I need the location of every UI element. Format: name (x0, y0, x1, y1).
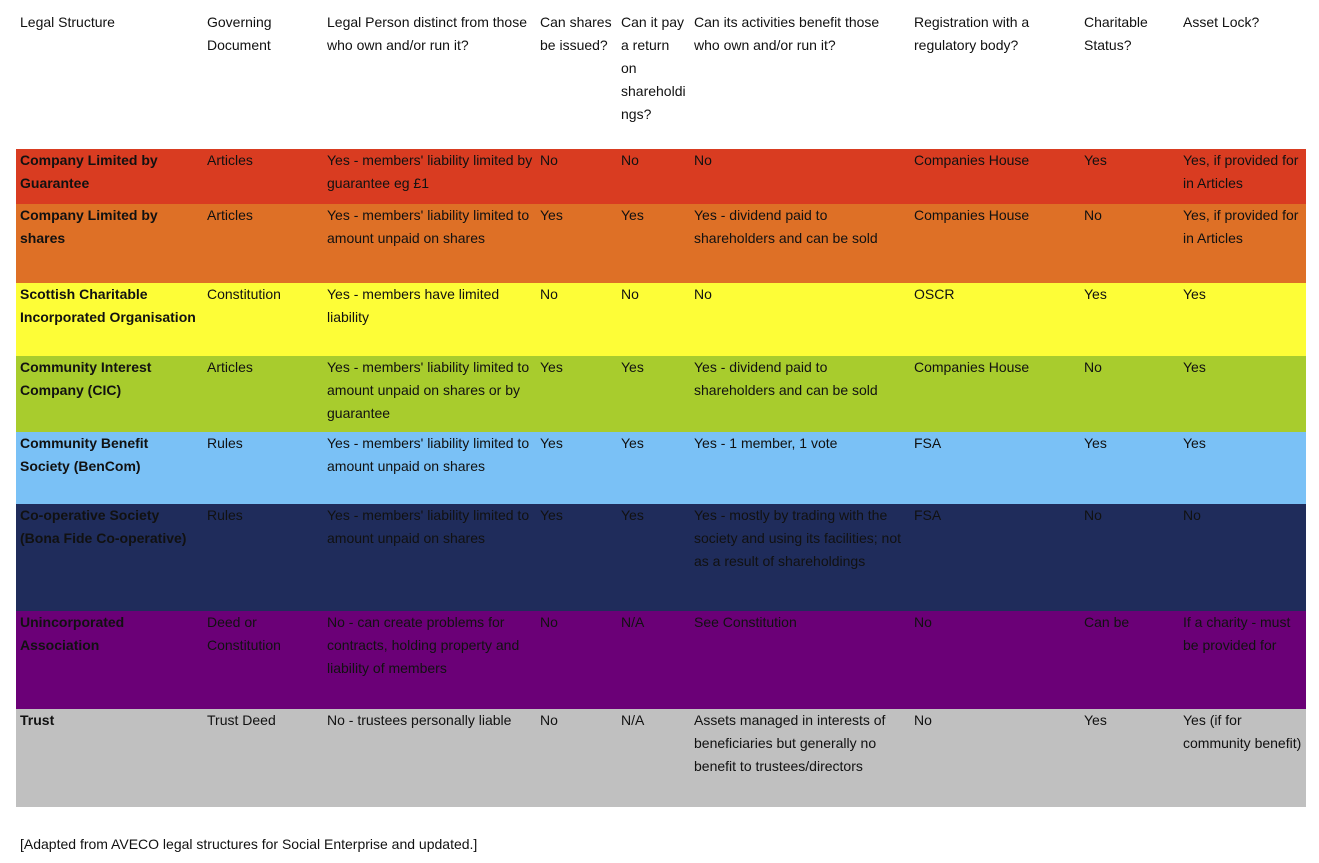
table-row: Co-operative Society (Bona Fide Co-opera… (16, 504, 1306, 611)
table-cell: Yes (621, 359, 644, 375)
table-cell: Trust Deed (207, 712, 276, 728)
table-cell: Yes - members' liability limited by guar… (327, 152, 533, 191)
table-cell: Articles (207, 207, 253, 223)
table-cell: Yes - members have limited liability (327, 286, 500, 325)
table-cell: Yes (1084, 152, 1107, 168)
table-body: Company Limited by Guarantee Articles Yes … (16, 149, 1306, 807)
table-cell: Yes (540, 359, 563, 375)
column-header: Can shares be issued? (540, 14, 612, 53)
table-cell: Yes (1084, 712, 1107, 728)
table-cell: Companies House (914, 152, 1030, 168)
table-cell: Yes (1183, 435, 1206, 451)
table-cell: N/A (621, 712, 645, 728)
column-header: Governing Document (207, 14, 272, 53)
table-cell: No - trustees personally liable (327, 712, 512, 728)
table-cell: Yes (1084, 435, 1107, 451)
header-row: Legal Structure Governing Document Legal P… (16, 0, 1306, 149)
table-cell: Yes (if for community benefit) (1183, 712, 1302, 751)
table-cell: No (1084, 207, 1102, 223)
table-cell: No (914, 712, 932, 728)
table-cell: Yes - members' liability limited to amou… (327, 359, 530, 421)
structure-name: Community Interest Company (CIC) (20, 359, 152, 398)
structure-name: Company Limited by shares (20, 207, 158, 246)
table-cell: Rules (207, 507, 243, 523)
table-cell: FSA (914, 507, 942, 523)
table-cell: No (694, 286, 712, 302)
table-cell: Yes - mostly by trading with the society… (694, 507, 901, 569)
table-cell: Yes - dividend paid to shareholders and … (694, 207, 878, 246)
structure-name: Trust (20, 712, 55, 728)
table-cell: No (1084, 507, 1102, 523)
table-cell: Companies House (914, 359, 1030, 375)
table-cell: Yes - 1 member, 1 vote (694, 435, 838, 451)
table-cell: Yes (540, 435, 563, 451)
column-header: Charitable Status? (1084, 14, 1148, 53)
table-cell: No (621, 286, 639, 302)
table-cell: Yes - members' liability limited to amou… (327, 435, 530, 474)
table-cell: FSA (914, 435, 942, 451)
table-cell: Yes (1084, 286, 1107, 302)
table-cell: Yes - members' liability limited to amou… (327, 207, 530, 246)
column-header: Legal Structure (20, 14, 115, 30)
table-row: Scottish Charitable Incorporated Organis… (16, 283, 1306, 356)
table-cell: No (540, 152, 558, 168)
table-cell: No (540, 712, 558, 728)
column-header: Legal Person distinct from those who own… (327, 14, 527, 53)
table-cell: OSCR (914, 286, 955, 302)
table-cell: Yes (540, 207, 563, 223)
table-row: Trust Trust Deed No - trustees personally … (16, 709, 1306, 807)
table-header: Legal Structure Governing Document Legal P… (16, 0, 1306, 149)
column-header: Registration with a regulatory body? (914, 14, 1030, 53)
footnote: [Adapted from AVECO legal structures for… (20, 836, 478, 852)
structure-name: Co-operative Society (Bona Fide Co-opera… (20, 507, 187, 546)
table-cell: Yes - dividend paid to shareholders and … (694, 359, 878, 398)
table-cell: Yes (621, 507, 644, 523)
table-cell: N/A (621, 614, 645, 630)
table-cell: Yes (621, 435, 644, 451)
table-row: Company Limited by Guarantee Articles Yes … (16, 149, 1306, 204)
structure-name: Scottish Charitable Incorporated Organis… (20, 286, 196, 325)
table-cell: Articles (207, 152, 253, 168)
table-cell: No (540, 286, 558, 302)
column-header: Can its activities benefit those who own… (694, 14, 880, 53)
column-header: Can it pay a return on shareholdings? (621, 14, 686, 122)
table-cell: Assets managed in interests of beneficia… (694, 712, 886, 774)
table-cell: Yes (1183, 286, 1206, 302)
table-cell: Deed or Constitution (207, 614, 281, 653)
column-header: Asset Lock? (1183, 14, 1260, 30)
structure-name: Unincorporated Association (20, 614, 125, 653)
table-row: Unincorporated Association Deed or Consti… (16, 611, 1306, 709)
table-cell: See Constitution (694, 614, 797, 630)
table-cell: Yes, if provided for in Articles (1183, 207, 1299, 246)
table-cell: No (1183, 507, 1201, 523)
table-cell: Rules (207, 435, 243, 451)
table-cell: No (621, 152, 639, 168)
table-cell: No (540, 614, 558, 630)
legal-structures-table: Legal Structure Governing Document Legal P… (16, 0, 1306, 807)
table-cell: No (914, 614, 932, 630)
table-cell: Constitution (207, 286, 281, 302)
table-row: Community Interest Company (CIC) Articles… (16, 356, 1306, 432)
table-cell: Yes (540, 507, 563, 523)
table-cell: Articles (207, 359, 253, 375)
table-row: Community Benefit Society (BenCom) Rules Y… (16, 432, 1306, 504)
table-cell: Yes (621, 207, 644, 223)
table-cell: If a charity - must be provided for (1183, 614, 1291, 653)
table-cell: Companies House (914, 207, 1030, 223)
table-cell: Yes, if provided for in Articles (1183, 152, 1299, 191)
table-cell: Yes - members' liability limited to amou… (327, 507, 530, 546)
structure-name: Company Limited by Guarantee (20, 152, 158, 191)
table-row: Company Limited by shares Articles Yes - m… (16, 204, 1306, 283)
table-cell: Can be (1084, 614, 1130, 630)
table-cell: Yes (1183, 359, 1206, 375)
structure-name: Community Benefit Society (BenCom) (20, 435, 149, 474)
table-cell: No (1084, 359, 1102, 375)
table-cell: No - can create problems for contracts, … (327, 614, 520, 676)
table-cell: No (694, 152, 712, 168)
